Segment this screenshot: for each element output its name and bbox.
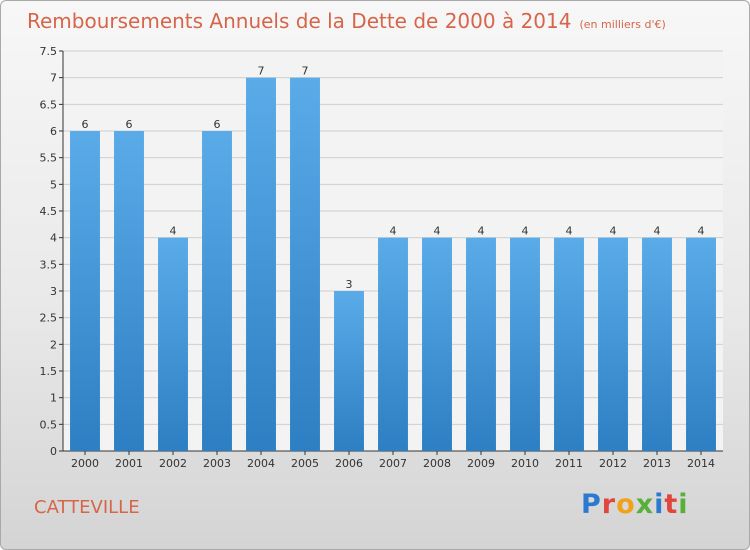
bar	[686, 237, 716, 451]
y-tick-label: 4.5	[40, 205, 58, 218]
bar-value-label: 4	[698, 225, 705, 238]
commune-name: CATTEVILLE	[34, 497, 140, 518]
bar	[642, 237, 672, 451]
bar-value-label: 6	[126, 118, 133, 131]
bar	[70, 131, 100, 451]
bar-value-label: 4	[566, 225, 573, 238]
x-tick-label: 2008	[423, 457, 451, 470]
bar-value-label: 4	[522, 225, 529, 238]
y-tick-label: 7	[50, 72, 57, 85]
logo-letter: P	[581, 489, 602, 520]
bar	[334, 291, 364, 451]
y-tick-label: 2	[50, 338, 57, 351]
y-tick-label: 5.5	[40, 152, 58, 165]
x-tick-label: 2004	[247, 457, 275, 470]
y-tick-label: 2.5	[40, 312, 58, 325]
x-tick-label: 2001	[115, 457, 143, 470]
y-tick-label: 0	[50, 445, 57, 458]
x-tick-label: 2000	[71, 457, 99, 470]
x-tick-label: 2014	[687, 457, 715, 470]
x-tick-label: 2006	[335, 457, 363, 470]
logo-letter: t	[664, 489, 679, 520]
proxiti-logo[interactable]: Proxiti	[581, 489, 689, 520]
bar	[202, 131, 232, 451]
bar	[290, 77, 320, 452]
chart-title: Remboursements Annuels de la Dette de 20…	[27, 9, 666, 33]
x-tick-label: 2005	[291, 457, 319, 470]
bar	[422, 237, 452, 451]
logo-letter: o	[616, 489, 636, 520]
y-tick-label: 1.5	[40, 365, 58, 378]
bar-value-label: 4	[610, 225, 617, 238]
bar	[510, 237, 540, 451]
bar-value-label: 4	[170, 225, 177, 238]
chart-title-text: Remboursements Annuels de la Dette de 20…	[27, 9, 572, 33]
y-tick-label: 7.5	[40, 45, 58, 58]
y-tick-label: 1	[50, 392, 57, 405]
y-tick-label: 3	[50, 285, 57, 298]
x-tick-label: 2011	[555, 457, 583, 470]
chart-unit-note: (en milliers d'€)	[579, 18, 666, 31]
bar-value-label: 4	[390, 225, 397, 238]
bar-value-label: 7	[302, 65, 309, 78]
y-tick-label: 5	[50, 178, 57, 191]
bar-value-label: 6	[82, 118, 89, 131]
bar-value-label: 4	[654, 225, 661, 238]
bar	[378, 237, 408, 451]
y-tick-label: 4	[50, 232, 57, 245]
bar-value-label: 4	[434, 225, 441, 238]
bar-value-label: 4	[478, 225, 485, 238]
x-tick-label: 2010	[511, 457, 539, 470]
bar	[554, 237, 584, 451]
y-tick-label: 0.5	[40, 418, 58, 431]
logo-letter: i	[678, 489, 689, 520]
x-tick-label: 2009	[467, 457, 495, 470]
x-tick-label: 2002	[159, 457, 187, 470]
bar-value-label: 3	[346, 278, 353, 291]
y-tick-label: 6	[50, 125, 57, 138]
y-tick-label: 6.5	[40, 98, 58, 111]
bar-value-label: 7	[258, 65, 265, 78]
bar	[246, 77, 276, 452]
bar-value-label: 6	[214, 118, 221, 131]
y-tick-label: 3.5	[40, 258, 58, 271]
logo-letter: r	[601, 489, 617, 520]
x-tick-label: 2013	[643, 457, 671, 470]
x-tick-label: 2012	[599, 457, 627, 470]
x-tick-label: 2003	[203, 457, 231, 470]
x-tick-label: 2007	[379, 457, 407, 470]
bar	[466, 237, 496, 451]
logo-letter: x	[635, 489, 655, 520]
logo-letter: i	[654, 489, 665, 520]
bar	[598, 237, 628, 451]
bar	[114, 131, 144, 451]
bar	[158, 237, 188, 451]
